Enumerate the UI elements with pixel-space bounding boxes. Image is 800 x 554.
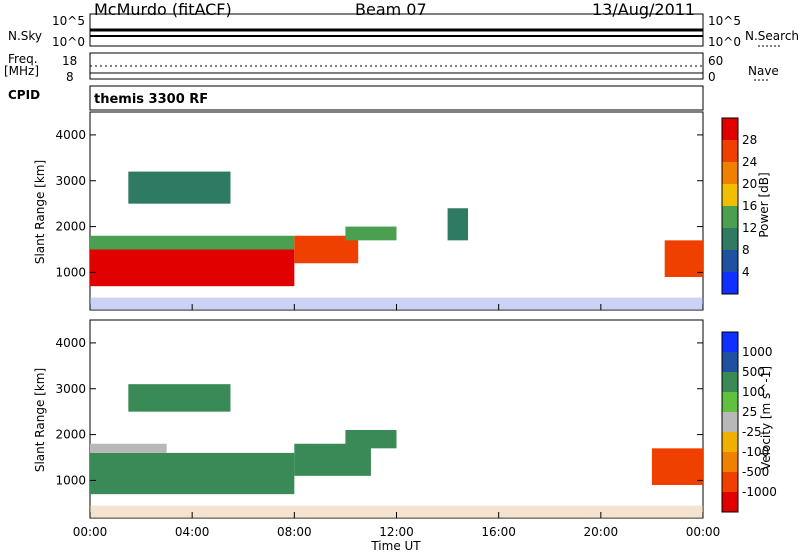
colorbar-tick-label: -500 bbox=[742, 465, 769, 479]
nsky-tick-top: 10^5 bbox=[52, 14, 85, 28]
colorbar-tick-label: 28 bbox=[742, 133, 757, 147]
scatter-region bbox=[345, 226, 397, 241]
colorbar-segment bbox=[722, 332, 738, 352]
nsearch-tick-top: 10^5 bbox=[708, 14, 741, 28]
x-tick-label: 12:00 bbox=[379, 525, 414, 539]
colorbar-tick-label: 16 bbox=[742, 199, 757, 213]
velocity-colorbar: 1000 500 100 25 -25 -100 -500 -1000 bbox=[721, 331, 777, 513]
colorbar-segment bbox=[722, 452, 738, 472]
scatter-region bbox=[90, 249, 295, 287]
nsearch-tick-bottom: 10^0 bbox=[708, 35, 741, 49]
nave-label: Nave bbox=[748, 64, 779, 78]
nsky-tick-bottom: 10^0 bbox=[52, 35, 85, 49]
power-colorbar: 4 8 12 16 20 24 28 bbox=[721, 117, 757, 295]
colorbar-segment bbox=[722, 492, 738, 512]
y-tick-label: 4000 bbox=[55, 128, 86, 142]
colorbar-segment bbox=[722, 250, 738, 272]
x-tick-label: 16:00 bbox=[481, 525, 516, 539]
freq-tick-bottom: 8 bbox=[66, 70, 74, 84]
velocity-cbar-label: Velocity [m s^-1] bbox=[759, 366, 773, 470]
colorbar-segment bbox=[722, 184, 738, 206]
colorbar-segment bbox=[722, 162, 738, 184]
colorbar-tick-label: -1000 bbox=[742, 485, 777, 499]
scatter-region bbox=[128, 171, 231, 204]
y-tick-label: 2000 bbox=[55, 220, 86, 234]
colorbar-segment bbox=[722, 392, 738, 412]
x-tick-label: 00:00 bbox=[73, 525, 108, 539]
scatter-region bbox=[345, 430, 397, 449]
colorbar-segment bbox=[722, 472, 738, 492]
scatter-region bbox=[294, 443, 371, 476]
scatter-region bbox=[651, 448, 703, 485]
freq-label: Freq. bbox=[8, 52, 38, 66]
y-tick-label: 2000 bbox=[55, 428, 86, 442]
colorbar-segment bbox=[722, 372, 738, 392]
colorbar-tick-label: 24 bbox=[742, 155, 757, 169]
nsky-label: N.Sky bbox=[8, 29, 43, 43]
y-tick-label: 3000 bbox=[55, 382, 86, 396]
scatter-region bbox=[128, 384, 231, 412]
colorbar-segment bbox=[722, 206, 738, 228]
colorbar-tick-label: -25 bbox=[742, 425, 762, 439]
power-cbar-label: Power [dB] bbox=[757, 172, 771, 237]
colorbar-segment bbox=[722, 352, 738, 372]
x-tick-label: 04:00 bbox=[175, 525, 210, 539]
y-tick-label: 1000 bbox=[55, 265, 86, 279]
x-tick-label: 20:00 bbox=[584, 525, 619, 539]
colorbar-segment bbox=[722, 118, 738, 140]
colorbar-tick-label: -100 bbox=[742, 445, 769, 459]
y-tick-label: 4000 bbox=[55, 336, 86, 350]
nave-tick-bottom: 0 bbox=[708, 70, 716, 84]
xlabel: Time UT bbox=[370, 539, 421, 553]
colorbar-segment bbox=[722, 228, 738, 250]
cpid-value: themis 3300 RF bbox=[94, 92, 209, 107]
colorbar-segment bbox=[722, 432, 738, 452]
velocity-data bbox=[90, 384, 703, 518]
colorbar-segment bbox=[722, 412, 738, 432]
power-data bbox=[90, 171, 703, 310]
velocity-ylabel: Slant Range [km] bbox=[33, 368, 47, 472]
near-range-scatter bbox=[90, 297, 703, 310]
power-ylabel: Slant Range [km] bbox=[33, 160, 47, 264]
near-range-scatter bbox=[90, 505, 703, 518]
scatter-region bbox=[90, 235, 295, 250]
colorbar-tick-label: 12 bbox=[742, 221, 757, 235]
scatter-region bbox=[664, 240, 703, 277]
nsearch-label: N.Search bbox=[745, 29, 800, 43]
freq-unit-label: [MHz] bbox=[4, 64, 40, 78]
colorbar-tick-label: 20 bbox=[742, 177, 757, 191]
colorbar-tick-label: 1000 bbox=[742, 345, 773, 359]
cpid-panel-frame bbox=[89, 85, 704, 111]
x-tick-label: 00:00 bbox=[686, 525, 721, 539]
axes: 1000 2000 3000 4000 1000 2000 3000 4000 00:00 04:… bbox=[55, 128, 720, 539]
scatter-region bbox=[90, 452, 295, 495]
x-tick-label: 08:00 bbox=[277, 525, 312, 539]
colorbar-frame bbox=[721, 117, 739, 295]
y-tick-label: 1000 bbox=[55, 473, 86, 487]
colorbar-frame bbox=[721, 331, 739, 513]
cpid-label: CPID bbox=[8, 88, 41, 102]
nave-tick-top: 60 bbox=[708, 54, 724, 68]
colorbar-tick-label: 100 bbox=[742, 385, 765, 399]
colorbar-segment bbox=[722, 272, 738, 294]
y-tick-label: 3000 bbox=[55, 174, 86, 188]
freq-tick-top: 18 bbox=[62, 54, 78, 68]
colorbar-segment bbox=[722, 140, 738, 162]
scatter-region bbox=[90, 443, 167, 453]
scatter-region bbox=[447, 208, 469, 241]
colorbar-tick-label: 8 bbox=[742, 243, 750, 257]
colorbar-tick-label: 25 bbox=[742, 405, 757, 419]
strip-marks bbox=[90, 28, 782, 81]
colorbar-tick-label: 500 bbox=[742, 365, 765, 379]
colorbar-tick-label: 4 bbox=[742, 265, 750, 279]
